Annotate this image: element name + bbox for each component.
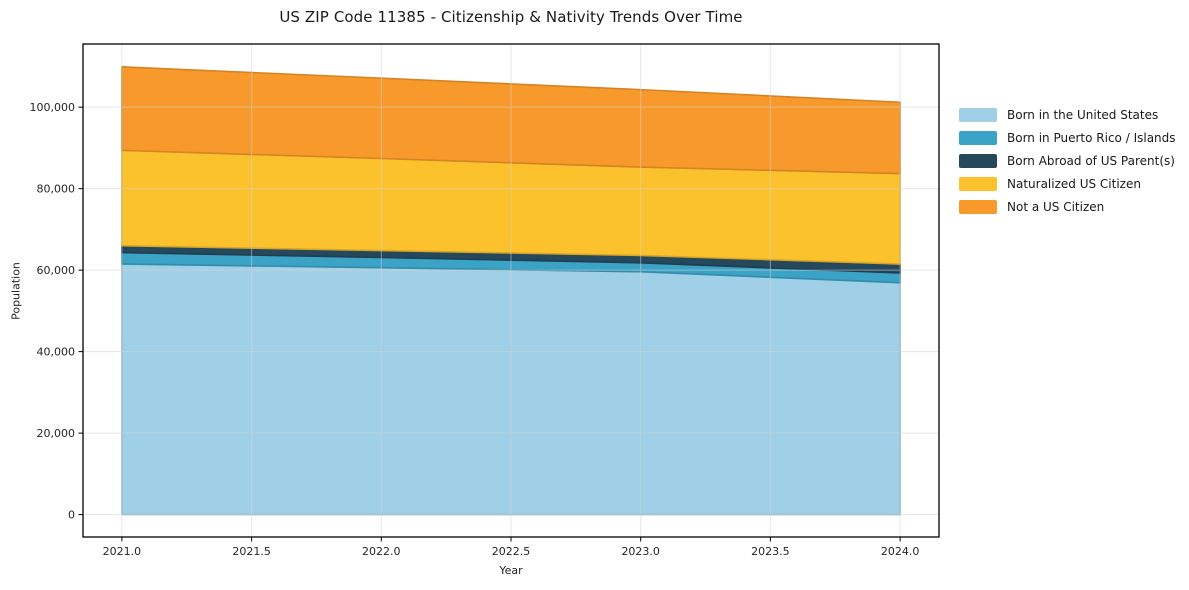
y-axis-label: Population — [9, 262, 23, 320]
legend-label: Born in Puerto Rico / Islands — [1007, 130, 1176, 145]
x-tick-label: 2022.0 — [362, 545, 401, 558]
y-tick-label: 40,000 — [37, 346, 76, 359]
legend-item-born-in-the-united-states: Born in the United States — [959, 103, 1176, 126]
legend-swatch — [959, 199, 997, 214]
legend-label: Not a US Citizen — [1007, 199, 1105, 214]
legend-label: Born Abroad of US Parent(s) — [1007, 153, 1175, 168]
x-tick-label: 2023.5 — [751, 545, 790, 558]
y-tick-label: 0 — [68, 509, 75, 522]
y-tick-label: 100,000 — [30, 101, 76, 114]
legend-item-naturalized-us-citizen: Naturalized US Citizen — [959, 172, 1176, 195]
legend-swatch — [959, 153, 997, 168]
y-tick-label: 20,000 — [37, 427, 76, 440]
x-tick-label: 2024.0 — [881, 545, 920, 558]
chart-title: US ZIP Code 11385 - Citizenship & Nativi… — [279, 8, 743, 26]
x-tick-label: 2022.5 — [492, 545, 531, 558]
x-tick-label: 2021.0 — [103, 545, 142, 558]
x-tick-label: 2021.5 — [232, 545, 271, 558]
legend-item-born-in-puerto-rico-islands: Born in Puerto Rico / Islands — [959, 126, 1176, 149]
axis-tick-labels: 2021.0 2021.5 2022.0 2022.5 2023.0 2023.5 2024… — [30, 101, 920, 558]
legend-item-not-a-us-citizen: Not a US Citizen — [959, 195, 1176, 218]
legend-swatch — [959, 130, 997, 145]
gridlines — [83, 44, 939, 537]
x-tick-label: 2023.0 — [621, 545, 660, 558]
legend-swatch — [959, 176, 997, 191]
legend-label: Naturalized US Citizen — [1007, 176, 1141, 191]
x-axis-label: Year — [499, 564, 523, 577]
legend-item-born-abroad-of-us-parent-s: Born Abroad of US Parent(s) — [959, 149, 1176, 172]
legend-swatch — [959, 107, 997, 122]
y-tick-label: 80,000 — [37, 183, 76, 196]
y-tick-label: 60,000 — [37, 264, 76, 277]
legend-label: Born in the United States — [1007, 107, 1159, 122]
axis-ticks — [78, 106, 901, 542]
legend: Born in the United States Born in Puerto … — [959, 103, 1176, 218]
